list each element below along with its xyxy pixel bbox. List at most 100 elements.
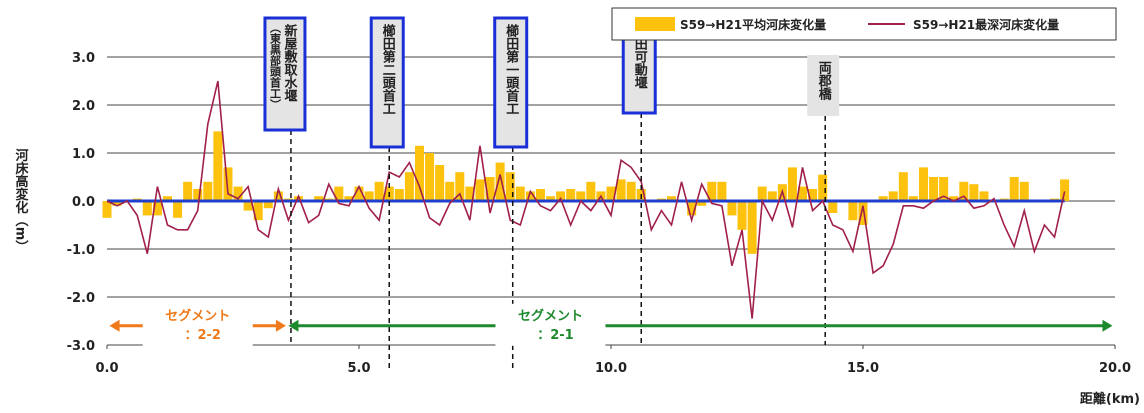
bar [112, 201, 122, 206]
bar [162, 196, 172, 201]
y-tick-label: 2.0 [72, 99, 95, 114]
bar [314, 196, 324, 201]
bar [435, 165, 445, 201]
bar [707, 181, 717, 201]
bar [465, 186, 475, 201]
bar [183, 181, 193, 201]
bar [626, 181, 636, 201]
legend-label: S59→H21最深河床変化量 [913, 17, 1059, 32]
bar [495, 162, 505, 201]
bar [294, 196, 304, 201]
bar [364, 191, 374, 201]
bar [425, 153, 435, 201]
bar [233, 186, 243, 201]
y-axis-label: 河床高変化（m） [13, 148, 30, 253]
bar [354, 186, 364, 201]
bar [757, 186, 767, 201]
bar [193, 189, 203, 201]
bar [808, 189, 818, 201]
structure-box [493, 16, 529, 149]
bar [787, 167, 797, 201]
bar [404, 172, 414, 201]
bar [142, 201, 152, 216]
bar [1019, 181, 1029, 201]
bar [616, 179, 626, 201]
arrow-head [1102, 319, 1113, 332]
bar [606, 186, 616, 201]
bar [213, 131, 223, 201]
bar [263, 201, 273, 209]
bar [273, 191, 283, 201]
y-tick-label: -1.0 [67, 243, 95, 258]
bar [949, 196, 959, 201]
x-axis-label: 距離(km) [1080, 391, 1140, 407]
bar [727, 201, 737, 216]
bar [878, 196, 888, 201]
bar [1009, 177, 1019, 201]
bar [556, 191, 566, 201]
y-tick-label: 0.0 [72, 195, 95, 210]
y-tick-label: 1.0 [72, 147, 95, 162]
bar [475, 179, 485, 201]
bar [697, 201, 707, 206]
arrow-head [109, 319, 120, 332]
bar [929, 177, 939, 201]
legend-swatch [635, 17, 675, 31]
bar [253, 201, 263, 221]
bar [394, 189, 404, 201]
bar [576, 191, 586, 201]
bar [344, 196, 354, 201]
x-tick-label: 20.0 [1099, 361, 1131, 376]
y-tick-label: 3.0 [72, 51, 95, 66]
bar [152, 201, 162, 216]
bar [586, 181, 596, 201]
y-tick-label: -3.0 [67, 339, 95, 354]
arrow-head [288, 319, 299, 332]
bar [798, 186, 808, 201]
structure-label: 櫛田第一頭首工 [503, 23, 518, 115]
bar [717, 181, 727, 201]
segment-label: セグメント [165, 308, 230, 324]
bar [505, 172, 515, 201]
y-tick-label: -2.0 [67, 291, 95, 306]
bar [102, 201, 112, 218]
bar [818, 174, 828, 201]
segment-label: ：2-1 [537, 328, 574, 343]
structure-label: 新屋敷取水堰 [281, 23, 297, 102]
structure-label: 両郡橋 [816, 61, 833, 101]
bar [173, 201, 183, 218]
bar [747, 201, 757, 254]
x-tick-label: 10.0 [595, 361, 627, 376]
structure-label: 櫛田第二頭首工 [380, 23, 396, 115]
bar [414, 145, 424, 201]
bar [828, 201, 838, 213]
segment-label-bg [142, 303, 253, 346]
bar [1060, 179, 1070, 201]
bar [515, 186, 525, 201]
bar [898, 172, 908, 201]
arrow-head [275, 319, 286, 332]
structure-sublabel: （東黒部頭首工） [268, 22, 282, 110]
bar [969, 184, 979, 201]
segment-label-bg [495, 303, 606, 346]
legend-box [611, 7, 1117, 41]
bar [334, 186, 344, 201]
x-tick-label: 0.0 [95, 361, 118, 376]
bar [767, 191, 777, 201]
bar [485, 177, 495, 201]
bar [737, 201, 747, 230]
bar [203, 181, 213, 201]
bar [979, 191, 989, 201]
bar [223, 167, 233, 201]
bar [455, 172, 465, 201]
bar [908, 196, 918, 201]
segment-label: セグメント [518, 308, 583, 324]
structure-box [263, 16, 307, 132]
bar [566, 189, 576, 201]
bar [374, 181, 384, 201]
bar [858, 201, 868, 225]
bar [959, 181, 969, 201]
line [106, 80, 1066, 319]
segment-label: ：2-2 [184, 328, 221, 343]
